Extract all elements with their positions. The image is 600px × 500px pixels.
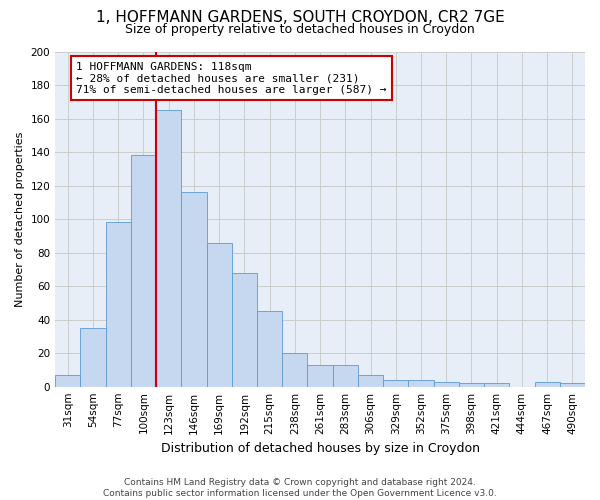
Bar bbox=[535, 382, 560, 386]
Bar bbox=[232, 272, 257, 386]
Bar bbox=[80, 328, 106, 386]
Bar bbox=[156, 110, 181, 386]
Text: 1 HOFFMANN GARDENS: 118sqm
← 28% of detached houses are smaller (231)
71% of sem: 1 HOFFMANN GARDENS: 118sqm ← 28% of deta… bbox=[76, 62, 387, 95]
Y-axis label: Number of detached properties: Number of detached properties bbox=[15, 132, 25, 307]
Text: 1, HOFFMANN GARDENS, SOUTH CROYDON, CR2 7GE: 1, HOFFMANN GARDENS, SOUTH CROYDON, CR2 … bbox=[95, 10, 505, 25]
Bar bbox=[307, 365, 332, 386]
Bar bbox=[106, 222, 131, 386]
Bar bbox=[560, 384, 585, 386]
Text: Size of property relative to detached houses in Croydon: Size of property relative to detached ho… bbox=[125, 22, 475, 36]
Bar bbox=[358, 375, 383, 386]
Bar bbox=[409, 380, 434, 386]
Bar bbox=[282, 353, 307, 386]
Bar bbox=[181, 192, 206, 386]
Text: Contains HM Land Registry data © Crown copyright and database right 2024.
Contai: Contains HM Land Registry data © Crown c… bbox=[103, 478, 497, 498]
X-axis label: Distribution of detached houses by size in Croydon: Distribution of detached houses by size … bbox=[161, 442, 479, 455]
Bar bbox=[131, 156, 156, 386]
Bar bbox=[459, 384, 484, 386]
Bar bbox=[383, 380, 409, 386]
Bar bbox=[257, 312, 282, 386]
Bar bbox=[484, 384, 509, 386]
Bar bbox=[332, 365, 358, 386]
Bar bbox=[434, 382, 459, 386]
Bar bbox=[206, 242, 232, 386]
Bar bbox=[55, 375, 80, 386]
